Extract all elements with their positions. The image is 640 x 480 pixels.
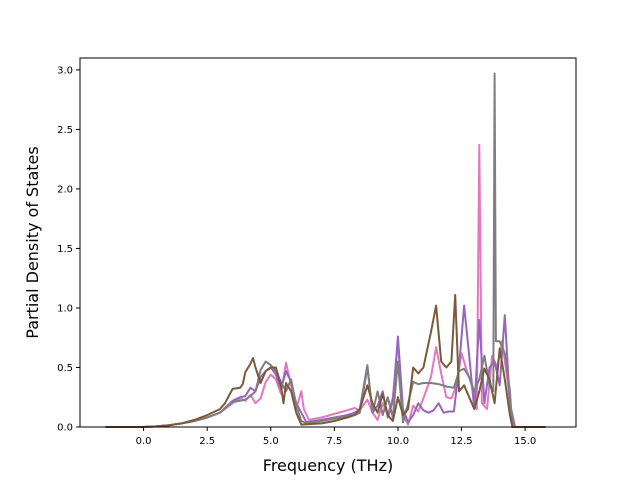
series-line-3	[105, 72, 546, 428]
x-tick-label: 5.0	[263, 436, 279, 447]
y-tick-label: 1.0	[57, 303, 73, 314]
y-tick-label: 1.5	[57, 244, 73, 255]
y-tick-label: 0.5	[57, 363, 73, 374]
series-line-4	[105, 293, 546, 428]
y-axis-ticks: 0.0 0.5 1.0 1.5 2.0 2.5 3.0	[57, 65, 80, 434]
x-tick-label: 0.0	[136, 436, 152, 447]
x-tick-label: 7.5	[326, 436, 342, 447]
y-tick-label: 0.0	[57, 423, 73, 434]
y-tick-label: 3.0	[57, 65, 73, 76]
plot-frame	[79, 57, 577, 428]
y-tick-label: 2.5	[57, 125, 73, 136]
y-axis-label: Partial Density of States	[23, 146, 42, 338]
x-tick-label: 2.5	[199, 436, 215, 447]
x-tick-label: 15.0	[514, 436, 536, 447]
x-axis-ticks: 0.0 2.5 5.0 7.5 10.0 12.5 15.0	[136, 427, 536, 447]
series-line-1	[105, 143, 546, 428]
y-tick-label: 2.0	[57, 184, 73, 195]
x-tick-label: 12.5	[450, 436, 472, 447]
series-line-2	[105, 304, 546, 428]
x-tick-label: 10.0	[387, 436, 409, 447]
x-axis-label: Frequency (THz)	[263, 456, 393, 475]
series-lines	[105, 72, 546, 428]
